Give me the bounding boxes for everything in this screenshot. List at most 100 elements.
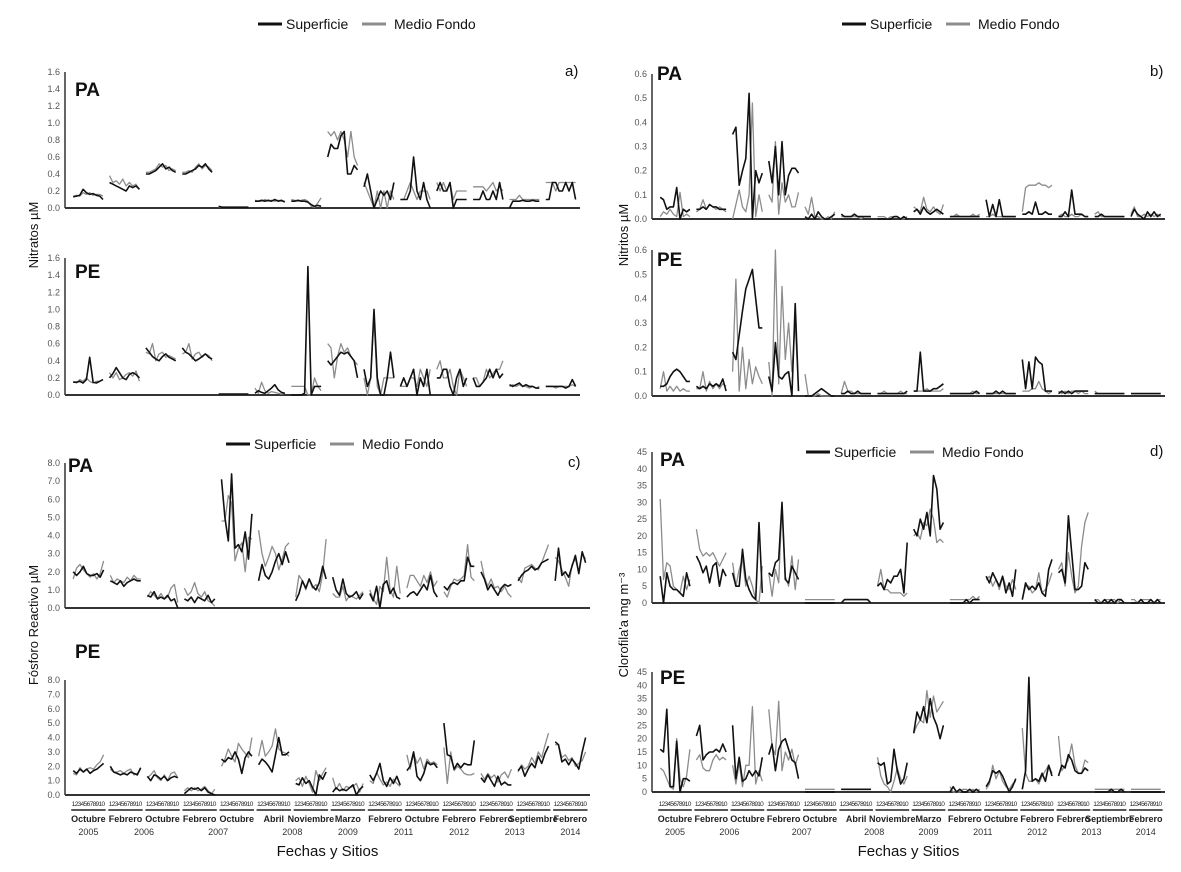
series-line-medio-fondo-campaign-7 bbox=[295, 767, 327, 793]
series-line-medio-fondo-campaign-2 bbox=[108, 175, 140, 190]
series-line-superficie-campaign-4 bbox=[184, 594, 216, 604]
site-numbers: 12345678910 bbox=[985, 801, 1018, 808]
series-line-superficie-campaign-11 bbox=[1021, 559, 1053, 600]
series-line-medio-fondo-campaign-10 bbox=[406, 571, 438, 589]
x-axis-categories: 12345678910Octubre12345678910Febrero1234… bbox=[71, 801, 587, 837]
site-numbers: 12345678910 bbox=[294, 801, 328, 808]
subplot-PA: 0.0 0.1 0.2 0.3 0.4 0.5 0.6 PA bbox=[634, 64, 1165, 224]
series-line-superficie-campaign-14 bbox=[545, 181, 577, 201]
campaign-month: Febrero bbox=[368, 814, 402, 824]
series-line-superficie-campaign-4 bbox=[183, 786, 216, 796]
site-numbers: 12345678910 bbox=[948, 801, 981, 808]
site-numbers: 12345678910 bbox=[146, 801, 180, 808]
series-line-superficie-campaign-8 bbox=[913, 206, 944, 215]
series-line-superficie-campaign-13 bbox=[517, 745, 550, 778]
y-tick-label: 20 bbox=[637, 734, 647, 744]
y-tick-label: 5 bbox=[642, 581, 647, 591]
year-label: 2011 bbox=[394, 827, 413, 837]
series-line-medio-fondo-campaign-1 bbox=[659, 371, 690, 392]
series-line-superficie-campaign-14 bbox=[1130, 208, 1162, 220]
series-line-superficie-campaign-14 bbox=[554, 547, 587, 581]
series-line-superficie-campaign-7 bbox=[294, 565, 327, 602]
series-line-superficie-campaign-12 bbox=[472, 368, 504, 388]
campaign-month: Octubre bbox=[984, 814, 1019, 824]
series-line-superficie-campaign-6 bbox=[257, 736, 290, 773]
year-label: 2014 bbox=[560, 827, 580, 837]
series-line-superficie-campaign-4 bbox=[768, 501, 800, 584]
series-line-superficie-campaign-5 bbox=[218, 205, 249, 208]
series-line-superficie-campaign-8 bbox=[912, 474, 945, 537]
y-tick-label: 0.6 bbox=[634, 245, 647, 255]
series-line-superficie-campaign-11 bbox=[443, 723, 476, 770]
y-tick-label: 30 bbox=[637, 497, 647, 507]
series-line-superficie-campaign-11 bbox=[1021, 676, 1053, 790]
y-tick-label: 0.6 bbox=[47, 152, 60, 162]
series-line-superficie-campaign-12 bbox=[1057, 753, 1089, 777]
series-line-superficie-campaign-4 bbox=[768, 737, 800, 779]
series-line-superficie-campaign-13 bbox=[1094, 788, 1125, 793]
site-numbers: 12345678910 bbox=[480, 801, 514, 808]
y-tick-label: 1.0 bbox=[47, 304, 60, 314]
y-tick-label: 0.2 bbox=[634, 342, 647, 352]
series-line-superficie-campaign-3 bbox=[731, 268, 763, 361]
series-line-superficie-campaign-9 bbox=[363, 173, 395, 209]
series-line-superficie-campaign-8 bbox=[332, 784, 364, 796]
series-line-medio-fondo-campaign-3 bbox=[731, 706, 763, 788]
year-label: 2008 bbox=[864, 827, 884, 837]
series-line-medio-fondo-campaign-13 bbox=[517, 733, 550, 773]
series-line-superficie-campaign-2 bbox=[696, 203, 727, 211]
series-line-superficie-campaign-10 bbox=[406, 751, 438, 782]
campaign-month: Marzo bbox=[916, 814, 943, 824]
series-line-superficie-campaign-2 bbox=[109, 765, 142, 776]
series-line-superficie-campaign-7 bbox=[876, 542, 908, 594]
y-tick-label: 0.0 bbox=[634, 391, 647, 401]
series-line-medio-fondo-campaign-6 bbox=[257, 530, 290, 571]
site-numbers: 12345678910 bbox=[876, 801, 909, 808]
y-tick-label: 0.2 bbox=[634, 166, 647, 176]
series-line-superficie-campaign-14 bbox=[554, 737, 587, 770]
series-line-superficie-campaign-4 bbox=[768, 140, 800, 196]
campaign-month: Febrero bbox=[109, 814, 143, 824]
series-line-superficie-campaign-13 bbox=[508, 199, 540, 209]
y-tick-label: 0.0 bbox=[634, 214, 647, 224]
series-line-medio-fondo-campaign-8 bbox=[332, 585, 364, 602]
series-line-superficie-campaign-6 bbox=[841, 390, 871, 395]
y-tick-label: 4.0 bbox=[47, 531, 60, 541]
year-label: 2011 bbox=[973, 827, 992, 837]
series-line-superficie-campaign-6 bbox=[257, 550, 290, 581]
y-tick-label: 0.1 bbox=[634, 367, 647, 377]
site-numbers: 12345678910 bbox=[220, 801, 254, 808]
y-tick-label: 45 bbox=[637, 667, 647, 677]
y-tick-label: 25 bbox=[637, 720, 647, 730]
legend-label-superficie: Superficie bbox=[834, 444, 896, 460]
campaign-month: Octubre bbox=[658, 814, 693, 824]
series-line-medio-fondo-campaign-9 bbox=[363, 317, 394, 396]
series-line-superficie-campaign-10 bbox=[406, 574, 438, 598]
series-line-superficie-campaign-3 bbox=[731, 521, 764, 601]
series-line-superficie-campaign-12 bbox=[480, 571, 512, 597]
series-line-superficie-campaign-5 bbox=[220, 473, 253, 560]
station-label: PA bbox=[75, 80, 100, 101]
subplot-PE: 0.0 1.0 2.0 3.0 4.0 5.0 6.0 7.0 8.0 PE bbox=[47, 642, 590, 800]
year-label: 2005 bbox=[78, 827, 98, 837]
series-line-superficie-campaign-8 bbox=[913, 351, 944, 392]
subplot-PA: 0.0 0.2 0.4 0.6 0.8 1.0 1.2 1.4 1.6 PA bbox=[47, 67, 580, 213]
year-label: 2013 bbox=[1081, 827, 1101, 837]
year-label: 2009 bbox=[919, 827, 939, 837]
series-line-medio-fondo-campaign-12 bbox=[480, 768, 513, 783]
y-tick-label: 0.8 bbox=[47, 135, 60, 145]
series-line-medio-fondo-campaign-8 bbox=[332, 777, 364, 793]
station-label: PE bbox=[660, 668, 685, 689]
series-line-superficie-campaign-12 bbox=[480, 774, 512, 788]
series-line-superficie-campaign-8 bbox=[326, 130, 359, 175]
panel-3: Superficie Medio Fondo d) Clorofila'a mg m⁻… bbox=[616, 443, 1165, 860]
site-numbers: 12345678910 bbox=[72, 801, 106, 808]
series-line-superficie-campaign-2 bbox=[695, 555, 727, 588]
series-line-medio-fondo-campaign-11 bbox=[443, 747, 475, 785]
series-line-superficie-campaign-3 bbox=[731, 92, 764, 220]
series-line-medio-fondo-campaign-6 bbox=[257, 728, 290, 757]
series-line-superficie-campaign-2 bbox=[109, 181, 140, 192]
series-line-medio-fondo-campaign-11 bbox=[1022, 380, 1053, 395]
series-line-medio-fondo-campaign-13 bbox=[517, 544, 550, 584]
